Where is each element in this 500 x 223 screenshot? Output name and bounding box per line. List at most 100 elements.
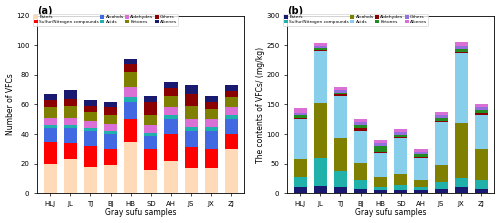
Bar — [454, 178, 468, 188]
Bar — [414, 149, 428, 152]
Bar — [314, 186, 327, 193]
Bar — [475, 189, 488, 193]
Bar — [124, 59, 137, 64]
Bar — [454, 188, 468, 193]
Bar — [64, 90, 77, 99]
Bar — [294, 118, 306, 119]
Bar — [104, 131, 117, 134]
Bar — [314, 46, 327, 48]
Bar — [204, 131, 218, 149]
Bar — [144, 101, 158, 115]
Bar — [104, 134, 117, 149]
Bar — [394, 135, 407, 137]
Bar — [44, 100, 57, 107]
Bar — [104, 115, 117, 124]
Text: (a): (a) — [37, 6, 52, 16]
Bar — [475, 110, 488, 113]
Bar — [394, 129, 407, 132]
Bar — [225, 97, 238, 107]
Bar — [374, 140, 387, 143]
Bar — [314, 51, 327, 103]
Bar — [354, 119, 367, 122]
Bar — [314, 50, 327, 51]
Bar — [124, 64, 137, 72]
Bar — [64, 99, 77, 106]
Bar — [434, 115, 448, 118]
Bar — [354, 163, 367, 180]
Bar — [164, 161, 177, 193]
Bar — [454, 54, 468, 124]
Bar — [334, 138, 347, 171]
Bar — [44, 125, 57, 128]
Bar — [84, 146, 97, 167]
Bar — [164, 134, 177, 161]
Bar — [44, 94, 57, 100]
Bar — [204, 96, 218, 101]
Bar — [414, 152, 428, 154]
Bar — [84, 167, 97, 193]
Bar — [354, 125, 367, 128]
Bar — [434, 189, 448, 193]
Bar — [164, 88, 177, 96]
Bar — [44, 128, 57, 142]
Bar — [124, 72, 137, 87]
Bar — [64, 159, 77, 193]
Bar — [104, 101, 117, 107]
Bar — [204, 127, 218, 131]
Bar — [374, 152, 387, 153]
Bar — [124, 97, 137, 101]
Bar — [104, 124, 117, 131]
Bar — [84, 121, 97, 128]
Bar — [225, 149, 238, 193]
Bar — [204, 168, 218, 193]
Bar — [204, 149, 218, 168]
Bar — [144, 149, 158, 170]
Bar — [314, 103, 327, 158]
Bar — [294, 108, 306, 113]
Bar — [204, 119, 218, 127]
Bar — [104, 149, 117, 165]
Bar — [454, 52, 468, 54]
Bar — [314, 43, 327, 46]
Bar — [144, 96, 158, 101]
Bar — [314, 158, 327, 186]
Bar — [225, 115, 238, 119]
X-axis label: Gray sufu samples: Gray sufu samples — [105, 209, 176, 217]
Bar — [374, 177, 387, 188]
Bar — [414, 190, 428, 193]
Bar — [294, 119, 306, 159]
Bar — [44, 118, 57, 125]
Bar — [184, 168, 198, 193]
Bar — [294, 115, 306, 118]
Bar — [434, 182, 448, 189]
Bar — [374, 153, 387, 177]
Text: (b): (b) — [287, 6, 303, 16]
Bar — [374, 146, 387, 152]
Bar — [354, 180, 367, 189]
Bar — [64, 118, 77, 125]
Bar — [354, 122, 367, 125]
Bar — [164, 115, 177, 119]
Bar — [184, 106, 198, 119]
Bar — [64, 106, 77, 118]
Bar — [225, 85, 238, 91]
Bar — [334, 90, 347, 93]
Y-axis label: Number of VFCs: Number of VFCs — [6, 74, 15, 135]
Bar — [475, 180, 488, 189]
Bar — [394, 184, 407, 190]
Bar — [434, 165, 448, 182]
Legend: Esters, Sulfur/Nitrogen compounds, Alcohols, Acids, Aldehydes, Ketones, Others, : Esters, Sulfur/Nitrogen compounds, Alcoh… — [33, 14, 178, 26]
Bar — [184, 131, 198, 147]
Bar — [84, 112, 97, 121]
Bar — [334, 93, 347, 94]
Bar — [294, 177, 306, 188]
Bar — [394, 190, 407, 193]
Bar — [434, 122, 448, 165]
Bar — [434, 121, 448, 122]
Bar — [475, 113, 488, 115]
Bar — [184, 85, 198, 94]
X-axis label: Gray sufu samples: Gray sufu samples — [355, 209, 426, 217]
Bar — [44, 142, 57, 164]
Bar — [184, 147, 198, 168]
Bar — [374, 190, 387, 193]
